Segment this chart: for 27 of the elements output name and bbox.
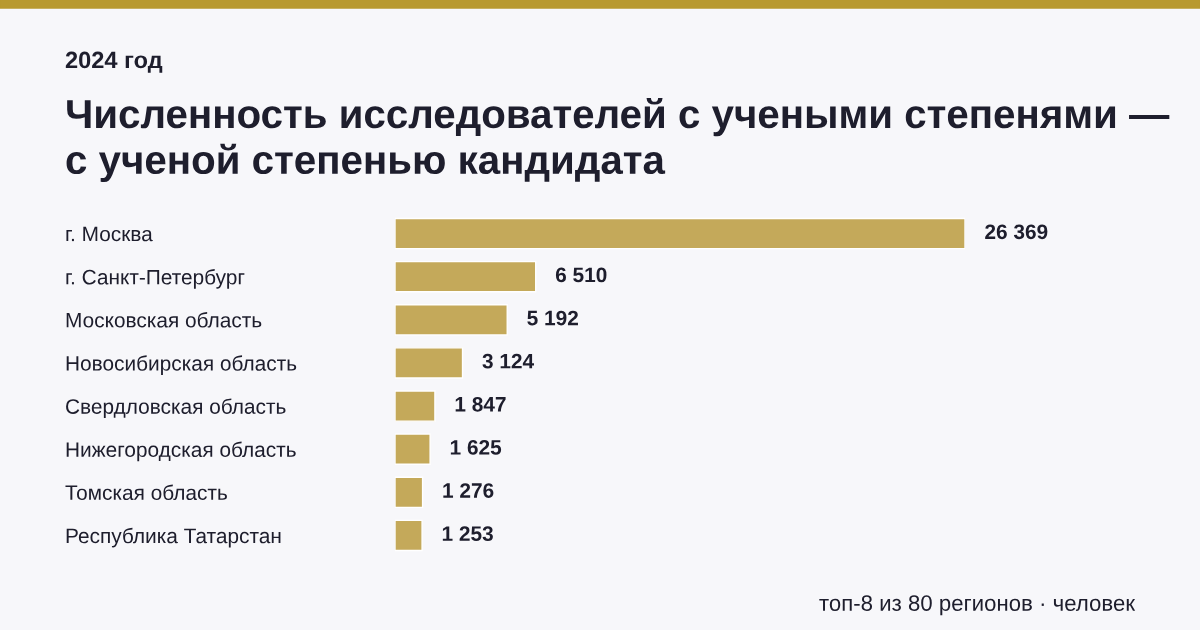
- bar: [395, 476, 424, 509]
- bar: [395, 260, 537, 293]
- y-tick-label: г. Санкт-Петербург: [66, 269, 245, 289]
- y-tick-label: Новосибирская область: [66, 355, 297, 375]
- data-label: 6 510: [555, 267, 607, 283]
- y-tick-label: Томская область: [65, 484, 227, 501]
- text: 2024 год: [65, 51, 163, 73]
- bar: [395, 304, 508, 336]
- data-label: 1 253: [442, 526, 493, 542]
- data-label: 26 369: [985, 224, 1048, 240]
- y-tick-label: Нижегородская область: [66, 441, 296, 462]
- chart-title: Численность исследователей с учеными степенями — с ученой степенью кандидата: [66, 97, 1170, 183]
- y-tick-label: Республика Татарстан: [66, 527, 281, 548]
- data-label: 1 847: [455, 396, 506, 412]
- data-label: 1 625: [450, 440, 502, 455]
- text: топ-8 из 80 регионов · человек: [819, 595, 1136, 616]
- bar: [395, 433, 431, 465]
- y-tick-label: Свердловская область: [66, 398, 286, 419]
- data-label: 5 192: [527, 310, 578, 326]
- y-tick-label: Московская область: [66, 312, 262, 328]
- bar: [395, 390, 436, 422]
- bar: [395, 519, 423, 552]
- y-tick-label: г. Москва: [66, 226, 153, 242]
- data-label: 3 124: [482, 353, 534, 369]
- bar: [395, 217, 965, 250]
- bar: [395, 347, 464, 379]
- data-label: 1 276: [443, 483, 494, 498]
